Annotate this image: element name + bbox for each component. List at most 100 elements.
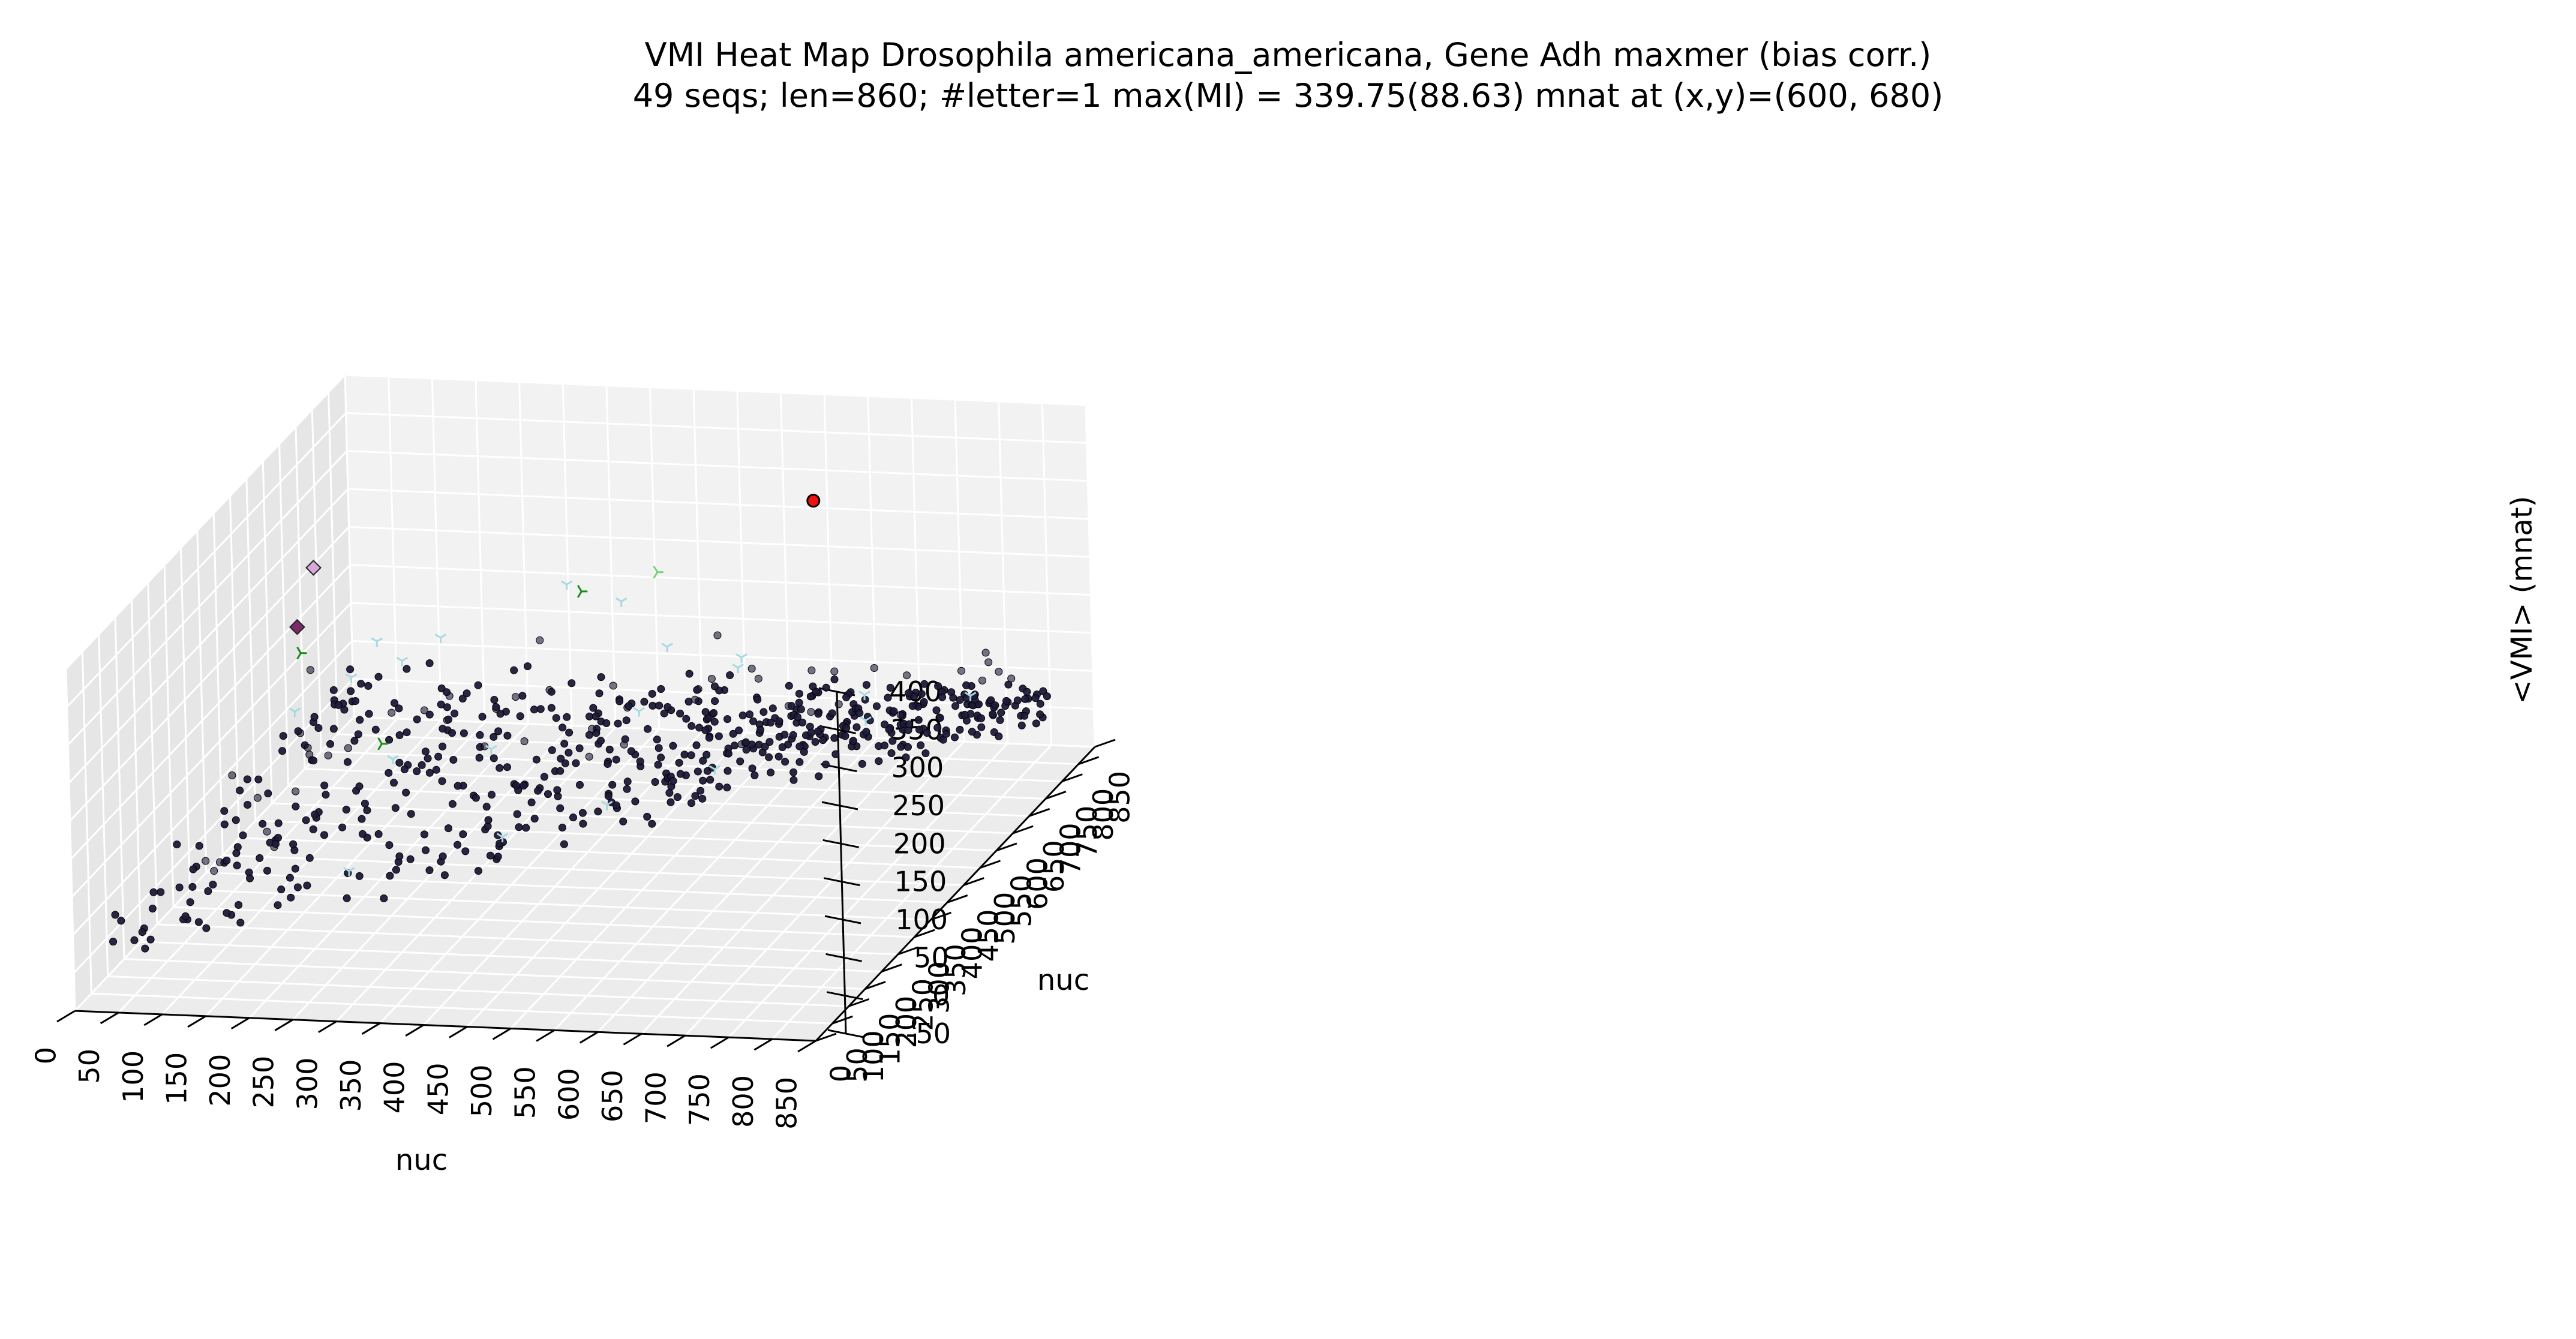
y-tick	[1061, 773, 1083, 783]
data-point	[920, 698, 928, 706]
y-tick-label: 800	[1087, 788, 1119, 841]
y-axis-label: nuc	[1037, 963, 1089, 997]
data-point	[1036, 699, 1044, 708]
data-point	[830, 667, 839, 675]
grid-line	[335, 726, 616, 1022]
data-point	[995, 732, 1003, 740]
data-point	[287, 893, 295, 902]
data-point	[388, 708, 396, 717]
data-point	[951, 733, 959, 741]
data-point	[406, 855, 415, 863]
z-tick-label: 50	[914, 941, 949, 974]
grid-line	[346, 412, 1087, 444]
x-tick	[623, 1032, 643, 1046]
grid-line	[605, 385, 617, 728]
grid-line	[388, 376, 399, 719]
data-point	[277, 885, 286, 894]
data-point	[592, 712, 600, 720]
data-point	[612, 801, 620, 809]
data-point	[512, 781, 520, 789]
y-tick	[980, 860, 1001, 869]
tri-down-point	[616, 597, 628, 607]
z-tick-label: 300	[891, 752, 944, 784]
data-point	[968, 728, 976, 736]
y-tick-label: 750	[1071, 806, 1103, 858]
data-point	[589, 704, 598, 712]
data-point	[987, 696, 995, 704]
data-point	[510, 666, 518, 674]
data-point	[903, 671, 911, 680]
tri-down-point	[560, 580, 573, 590]
data-point	[849, 737, 857, 745]
grid-line	[223, 854, 964, 887]
data-point	[676, 709, 684, 717]
data-point	[754, 674, 762, 683]
data-point	[713, 631, 722, 640]
data-point	[482, 803, 491, 811]
x-axis-line	[74, 1010, 816, 1042]
data-point	[392, 866, 400, 874]
data-point	[699, 776, 707, 785]
data-point	[706, 776, 714, 784]
data-point	[320, 781, 329, 789]
data-point	[604, 792, 613, 800]
data-point	[111, 911, 119, 919]
data-point	[675, 759, 683, 767]
data-point	[440, 871, 449, 879]
grid-line	[255, 819, 996, 852]
data-point	[692, 741, 701, 749]
x-tick	[753, 1038, 773, 1051]
data-point	[363, 806, 371, 815]
data-point	[676, 770, 684, 778]
data-point	[548, 746, 556, 754]
data-point	[474, 867, 482, 875]
data-point	[527, 798, 536, 807]
tri-down-point	[735, 653, 747, 663]
grid-line	[157, 923, 898, 956]
data-point	[425, 710, 434, 719]
tri-down-point	[345, 673, 358, 683]
data-point	[741, 738, 750, 746]
data-point	[459, 830, 467, 839]
data-point	[358, 815, 366, 823]
data-point	[130, 936, 139, 944]
data-point	[478, 713, 487, 721]
data-point	[149, 888, 158, 896]
data-point	[460, 729, 468, 737]
z-tick-label: 250	[892, 789, 945, 822]
data-point	[565, 728, 574, 737]
data-point	[723, 767, 732, 775]
grid-line	[347, 450, 1088, 482]
data-point	[710, 682, 719, 690]
data-point	[572, 759, 580, 767]
data-point	[210, 867, 218, 875]
tri-down-point	[496, 833, 509, 843]
data-point	[1032, 719, 1040, 728]
data-point	[357, 680, 365, 688]
y-tick-label: 400	[956, 926, 988, 979]
grid-line	[190, 888, 931, 921]
data-point	[951, 702, 960, 710]
data-point	[855, 709, 864, 717]
grid-lines	[65, 374, 1096, 1042]
data-point	[344, 744, 352, 752]
grid-line	[212, 513, 224, 855]
data-point	[921, 749, 930, 758]
data-point	[923, 729, 931, 737]
data-point	[355, 872, 364, 880]
data-point	[723, 783, 731, 792]
data-point	[920, 680, 929, 688]
grid-line	[353, 716, 1095, 748]
data-point	[789, 768, 798, 776]
x-tick-label: 850	[771, 1077, 803, 1130]
data-point	[560, 840, 568, 848]
data-point	[559, 723, 567, 732]
tri-down-point	[601, 800, 613, 810]
data-point	[753, 695, 762, 704]
data-point	[981, 649, 990, 657]
data-point	[304, 743, 312, 752]
data-point	[439, 852, 447, 860]
data-point	[1021, 695, 1029, 703]
data-point	[354, 730, 362, 738]
x-tick-label: 350	[335, 1059, 367, 1112]
